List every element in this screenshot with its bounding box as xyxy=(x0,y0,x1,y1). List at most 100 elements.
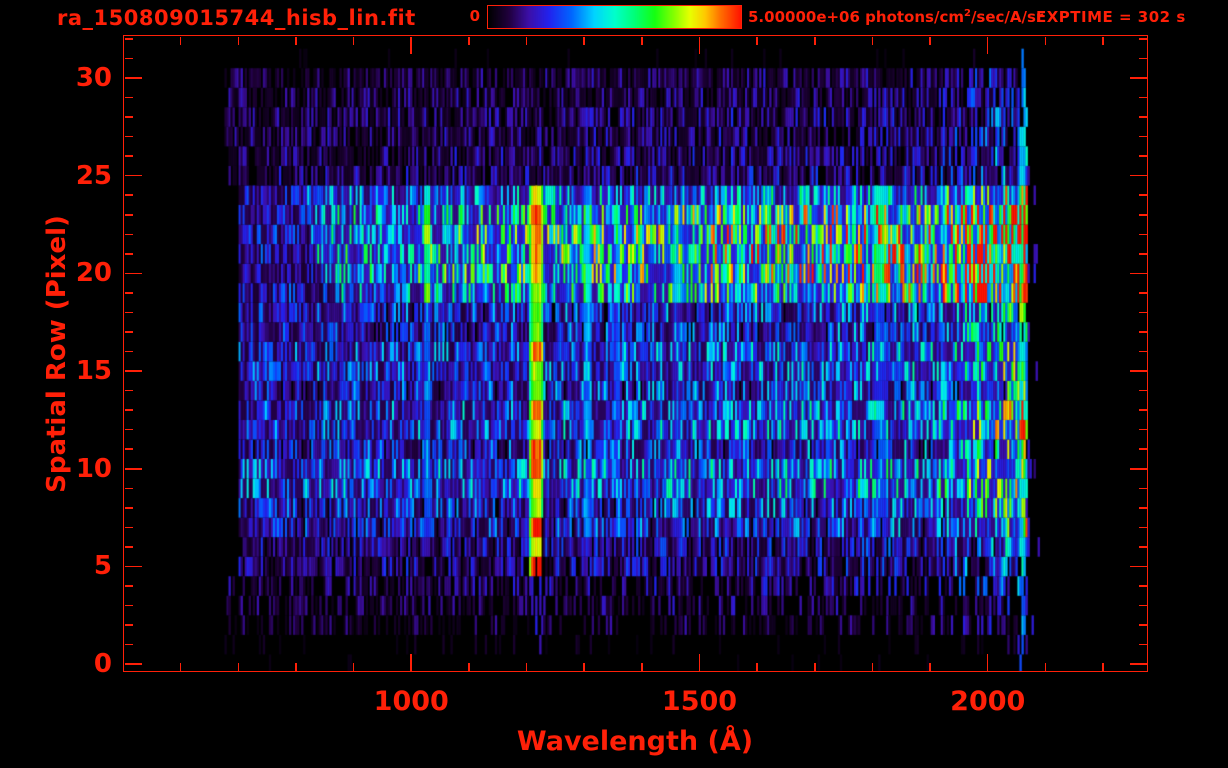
x-minor-tick xyxy=(871,662,874,671)
y-minor-tick-right xyxy=(1138,116,1147,118)
x-minor-tick-top xyxy=(814,36,816,45)
filename-title: ra_150809015744_hisb_lin.fit xyxy=(57,6,416,30)
x-minor-tick xyxy=(525,662,528,671)
colorbar-min-label: 0 xyxy=(469,7,480,25)
y-tick-label: 0 xyxy=(93,649,112,680)
y-minor-tick xyxy=(124,116,133,118)
x-minor-tick-top xyxy=(352,36,355,45)
x-minor-tick-top xyxy=(756,36,758,45)
y-major-tick-right xyxy=(1129,468,1147,470)
y-minor-tick xyxy=(124,624,133,626)
y-minor-tick xyxy=(124,155,133,157)
y-minor-tick xyxy=(124,546,133,548)
y-major-tick-right xyxy=(1129,77,1147,79)
y-minor-tick-right xyxy=(1138,135,1147,138)
y-minor-tick-right xyxy=(1138,448,1147,450)
y-major-tick-right xyxy=(1129,272,1147,275)
x-minor-tick-top xyxy=(1044,36,1047,45)
y-minor-tick-right xyxy=(1138,214,1147,216)
y-major-tick-right xyxy=(1129,663,1147,665)
y-minor-tick-right xyxy=(1138,331,1147,333)
y-minor-tick-right xyxy=(1138,253,1147,255)
x-minor-tick-top xyxy=(871,36,874,45)
x-tick-label: 1500 xyxy=(661,686,738,717)
y-major-tick-right xyxy=(1129,565,1147,568)
x-minor-tick-top xyxy=(929,36,931,45)
y-minor-tick xyxy=(124,38,133,40)
y-major-tick xyxy=(124,565,142,568)
y-minor-tick xyxy=(124,643,133,646)
y-major-tick xyxy=(124,272,142,275)
y-minor-tick-right xyxy=(1138,311,1147,314)
x-minor-tick xyxy=(295,662,297,671)
x-major-tick-top xyxy=(986,36,989,54)
x-tick-label: 1000 xyxy=(373,686,449,717)
y-minor-tick xyxy=(124,604,133,607)
x-major-tick xyxy=(698,653,701,671)
colorbar-units-suffix: /sec/A/sr xyxy=(970,8,1044,26)
plot-frame xyxy=(123,35,1148,672)
y-minor-tick xyxy=(124,311,133,314)
x-major-tick xyxy=(410,653,412,671)
colorbar-max-label: 5.00000e+06 photons/cm2/sec/A/sr xyxy=(748,8,1043,26)
y-minor-tick-right xyxy=(1138,389,1147,392)
y-minor-tick-right xyxy=(1138,350,1147,353)
y-major-tick xyxy=(124,663,142,665)
y-tick-label: 25 xyxy=(75,160,112,191)
y-tick-label: 30 xyxy=(75,62,112,93)
y-minor-tick xyxy=(124,253,133,255)
x-minor-tick-top xyxy=(1102,36,1104,45)
x-minor-tick xyxy=(1102,662,1104,671)
y-minor-tick-right xyxy=(1138,155,1147,157)
x-minor-tick xyxy=(468,662,470,671)
y-major-tick xyxy=(124,77,142,79)
y-tick-label: 10 xyxy=(75,453,112,484)
x-minor-tick-top xyxy=(641,36,643,45)
y-minor-tick-right xyxy=(1138,487,1147,490)
y-minor-tick xyxy=(124,292,133,294)
y-minor-tick xyxy=(124,389,133,392)
y-major-tick-right xyxy=(1129,370,1147,372)
x-axis-title: Wavelength (Å) xyxy=(516,726,754,757)
y-minor-tick xyxy=(124,214,133,216)
colorbar-max-value: 5.00000e+06 photons/cm xyxy=(748,8,964,26)
y-minor-tick xyxy=(124,487,133,490)
y-minor-tick xyxy=(124,428,133,431)
x-minor-tick-top xyxy=(179,36,182,45)
y-minor-tick-right xyxy=(1138,292,1147,294)
x-minor-tick xyxy=(352,662,355,671)
x-major-tick-top xyxy=(698,36,701,54)
y-minor-tick xyxy=(124,331,133,333)
y-minor-tick-right xyxy=(1138,585,1147,587)
y-minor-tick xyxy=(124,96,133,99)
x-minor-tick-top xyxy=(468,36,470,45)
x-minor-tick xyxy=(1044,662,1047,671)
y-major-tick-right xyxy=(1129,174,1147,177)
y-minor-tick-right xyxy=(1138,507,1147,509)
y-minor-tick-right xyxy=(1138,526,1147,529)
y-minor-tick-right xyxy=(1138,428,1147,431)
x-minor-tick xyxy=(583,662,585,671)
x-minor-tick xyxy=(641,662,643,671)
y-minor-tick-right xyxy=(1138,38,1147,40)
y-minor-tick-right xyxy=(1138,409,1147,411)
y-major-tick xyxy=(124,468,142,470)
y-minor-tick-right xyxy=(1138,96,1147,99)
y-minor-tick xyxy=(124,448,133,450)
exptime-label: EXPTIME = 302 s xyxy=(1036,8,1186,26)
y-minor-tick xyxy=(124,526,133,529)
y-minor-tick-right xyxy=(1138,643,1147,646)
x-minor-tick-top xyxy=(583,36,585,45)
x-minor-tick xyxy=(237,662,240,671)
x-minor-tick-top xyxy=(295,36,297,45)
y-minor-tick xyxy=(124,57,133,60)
x-minor-tick xyxy=(929,662,931,671)
y-minor-tick-right xyxy=(1138,546,1147,548)
y-minor-tick xyxy=(124,233,133,236)
y-axis-title: Spatial Row (Pixel) xyxy=(42,215,72,493)
y-minor-tick-right xyxy=(1138,624,1147,626)
x-major-tick-top xyxy=(410,36,412,54)
x-minor-tick-top xyxy=(525,36,528,45)
colorbar-gradient xyxy=(487,5,742,29)
